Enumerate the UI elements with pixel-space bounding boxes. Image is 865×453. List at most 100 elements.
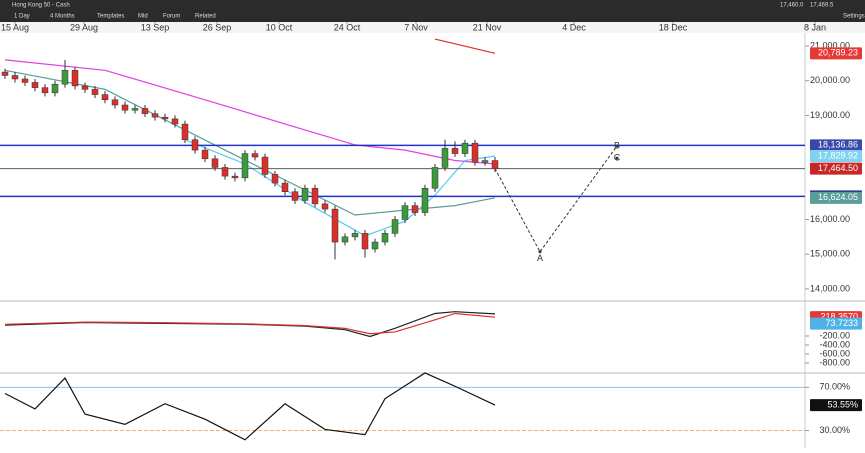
price-tag-label: 16,624.05 — [818, 192, 858, 202]
candle-body — [81, 85, 89, 90]
candle-body — [321, 203, 329, 210]
moving-average — [184, 139, 496, 237]
projection-label: A — [537, 253, 543, 263]
candle-body — [171, 118, 179, 125]
candle-body — [431, 167, 439, 189]
price-tag-label: 218.3570 — [820, 312, 858, 322]
candle-body — [411, 205, 419, 213]
y-tick-label: 20,000.00 — [810, 75, 850, 85]
candle-body — [371, 241, 379, 250]
candle-body — [471, 142, 479, 163]
projection-point — [538, 250, 542, 254]
x-tick-label: 13 Sep — [141, 22, 170, 32]
candle-body — [191, 139, 199, 151]
price-tag-label: 53.55% — [827, 399, 858, 409]
projection-label: C — [614, 152, 621, 162]
price-tag-label: 18,136.86 — [818, 140, 858, 150]
projection-point — [615, 144, 619, 148]
x-tick-label: 21 Nov — [473, 22, 502, 32]
price-tag — [810, 399, 862, 412]
projection-label: B — [614, 140, 620, 150]
candle-body — [251, 153, 259, 158]
y-tick-label: 30.00% — [819, 425, 850, 435]
y-tick-label: -400.00 — [819, 339, 850, 349]
price-tag-label: 17,464.50 — [818, 163, 858, 173]
moving-average — [4, 59, 496, 165]
toolbar-button[interactable]: Forum — [163, 14, 180, 20]
toolbar — [0, 0, 865, 22]
candle-body — [61, 70, 69, 85]
candle-body — [281, 182, 289, 192]
settings-button[interactable]: Settings — [843, 14, 865, 20]
candle-body — [441, 148, 449, 168]
x-tick-label: 15 Aug — [1, 22, 29, 32]
candle-body — [161, 116, 169, 120]
moving-average — [4, 69, 496, 216]
candle-body — [241, 153, 249, 179]
price-tag — [810, 191, 862, 204]
candle-body — [491, 160, 499, 169]
candle-body — [311, 188, 319, 205]
candle-body — [91, 89, 99, 95]
candle-body — [381, 233, 389, 243]
indicator-line — [4, 311, 496, 338]
x-tick-label: 24 Oct — [334, 22, 361, 32]
toolbar-button[interactable]: 4 Months — [50, 14, 75, 20]
y-tick-label: 21,000.00 — [810, 40, 850, 50]
y-tick-label: 16,000.00 — [810, 214, 850, 224]
candle-body — [211, 158, 219, 168]
moving-average — [434, 38, 496, 54]
toolbar-button[interactable]: Related — [195, 14, 216, 20]
candle-body — [41, 87, 49, 94]
indicator-line — [4, 372, 496, 441]
price-tag-label: 20,789.23 — [818, 48, 858, 58]
price-tag — [810, 150, 862, 163]
candle-body — [421, 188, 429, 213]
candle-body — [331, 208, 339, 243]
toolbar-button[interactable]: Mid — [138, 14, 148, 20]
price-tag-label: 17,829.92 — [818, 150, 858, 160]
y-tick-label: 19,000.00 — [810, 110, 850, 120]
instrument-title: Hong Kong 50 - Cash — [12, 3, 70, 9]
candle-body — [21, 78, 29, 83]
x-tick-label: 18 Dec — [659, 22, 688, 32]
candle-body — [151, 113, 159, 118]
y-tick-label: 70.00% — [819, 382, 850, 392]
candle-body — [111, 99, 119, 106]
candle-body — [231, 175, 239, 179]
price-tag — [810, 139, 862, 152]
candle-body — [351, 233, 359, 238]
candle-body — [1, 71, 9, 76]
y-tick-label: -600.00 — [819, 348, 850, 358]
toolbar-button[interactable]: Templates — [97, 14, 124, 20]
candle-body — [11, 75, 19, 80]
candle-body — [141, 108, 149, 114]
candle-body — [481, 160, 489, 163]
candle-body — [201, 149, 209, 160]
candle-body — [291, 191, 299, 201]
candle-body — [301, 188, 309, 201]
candle-body — [101, 94, 109, 101]
y-tick-label: -800.00 — [819, 357, 850, 367]
x-tick-label: 29 Aug — [70, 22, 98, 32]
candle-body — [341, 236, 349, 243]
candle-body — [51, 83, 59, 94]
price-tag-label: 73.7233 — [825, 318, 858, 328]
toolbar-button[interactable]: 1 Day — [14, 14, 30, 20]
candle-body — [221, 167, 229, 177]
y-tick-label: 15,000.00 — [810, 249, 850, 259]
projection-point — [615, 156, 619, 160]
y-tick-label: -200.00 — [819, 330, 850, 340]
ask-price: 17,469.5 — [810, 3, 834, 9]
candle-body — [31, 82, 39, 88]
indicator-line — [4, 312, 496, 335]
x-tick-label: 10 Oct — [266, 22, 293, 32]
candle-body — [391, 219, 399, 234]
x-tick-label: 26 Sep — [203, 22, 232, 32]
candle-body — [361, 233, 369, 250]
x-tick-label: 7 Nov — [404, 22, 428, 32]
bid-price: 17,460.0 — [780, 3, 804, 9]
candle-body — [261, 156, 269, 175]
price-tag — [810, 317, 862, 330]
